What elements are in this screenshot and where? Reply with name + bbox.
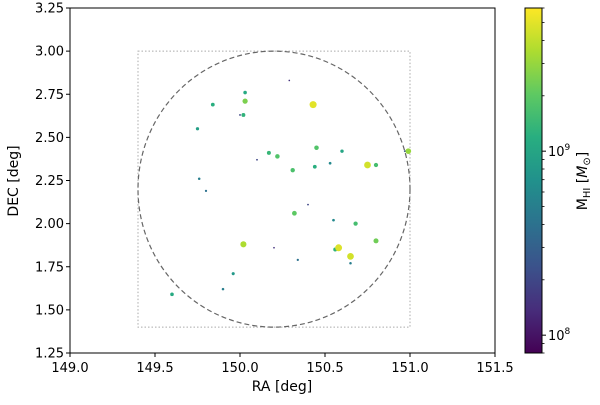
data-point xyxy=(231,272,235,276)
data-point xyxy=(241,113,246,117)
survey-circle xyxy=(137,50,411,328)
y-tick-label: 1.75 xyxy=(35,260,64,275)
colorbar-ticks: 108 109 xyxy=(542,7,571,354)
y-tick-label: 1.50 xyxy=(35,303,64,318)
colorbar-label-sub: HI xyxy=(582,188,593,198)
x-tick-label: 150.0 xyxy=(221,361,258,376)
data-point xyxy=(314,145,319,150)
colorbar-label-sun: ⊙ xyxy=(582,157,593,165)
data-point xyxy=(309,101,317,109)
y-axis-ticks: 1.25 1.50 1.75 2.00 2.25 2.50 2.75 3.00 3.25 xyxy=(35,2,70,362)
y-tick-label: 3.25 xyxy=(35,2,64,17)
data-point xyxy=(290,167,295,173)
colorbar-label-close: ] xyxy=(575,152,591,157)
y-tick-label: 2.25 xyxy=(35,174,64,189)
x-axis-ticks: 149.0 149.5 150.0 150.5 151.0 151.5 xyxy=(51,353,514,376)
data-point xyxy=(221,287,225,291)
data-point xyxy=(347,253,354,260)
data-point xyxy=(288,79,291,82)
data-point xyxy=(353,221,358,226)
data-point xyxy=(170,292,174,297)
x-tick-label: 149.0 xyxy=(51,361,88,376)
x-tick-label: 151.0 xyxy=(391,361,428,376)
data-point xyxy=(307,203,309,206)
data-point xyxy=(204,189,208,192)
colorbar-tick-label: 109 xyxy=(548,143,571,160)
colorbar-label: MHI [M⊙] xyxy=(575,152,593,210)
data-point xyxy=(256,158,258,161)
x-axis-title: RA [deg] xyxy=(252,379,313,395)
y-tick-label: 3.00 xyxy=(35,45,64,60)
data-point xyxy=(195,127,200,131)
data-point xyxy=(243,90,247,95)
data-point xyxy=(210,102,215,107)
data-point xyxy=(242,98,248,104)
data-point xyxy=(296,258,299,261)
colorbar-label-unit: [ xyxy=(575,178,591,188)
y-tick-label: 2.50 xyxy=(35,131,64,146)
data-point xyxy=(328,161,332,165)
y-tick-label: 1.25 xyxy=(35,347,64,362)
data-point xyxy=(373,162,379,168)
data-point xyxy=(403,150,406,153)
data-point xyxy=(266,150,271,155)
x-tick-label: 150.5 xyxy=(306,361,343,376)
data-point xyxy=(292,210,297,216)
colorbar-label-m: M xyxy=(575,198,591,210)
data-point xyxy=(275,154,280,159)
colorbar-label-msun: M xyxy=(575,166,591,178)
data-point xyxy=(373,238,379,244)
data-point xyxy=(197,177,201,181)
y-tick-label: 2.00 xyxy=(35,217,64,232)
y-tick-label: 2.75 xyxy=(35,88,64,103)
data-points xyxy=(170,79,412,297)
data-point xyxy=(364,161,371,169)
data-point xyxy=(349,262,352,265)
y-axis-title: DEC [deg] xyxy=(6,145,22,216)
data-point xyxy=(312,164,317,169)
data-point xyxy=(273,246,275,249)
plot-area xyxy=(69,7,496,354)
data-point xyxy=(239,114,241,116)
x-tick-label: 151.5 xyxy=(476,361,513,376)
data-point xyxy=(332,218,335,222)
colorbar xyxy=(524,7,543,354)
data-point xyxy=(240,241,247,248)
data-point xyxy=(340,149,344,153)
x-tick-label: 149.5 xyxy=(136,361,173,376)
colorbar-tick-label: 108 xyxy=(548,327,571,344)
data-point xyxy=(335,244,343,252)
data-point xyxy=(405,148,412,155)
